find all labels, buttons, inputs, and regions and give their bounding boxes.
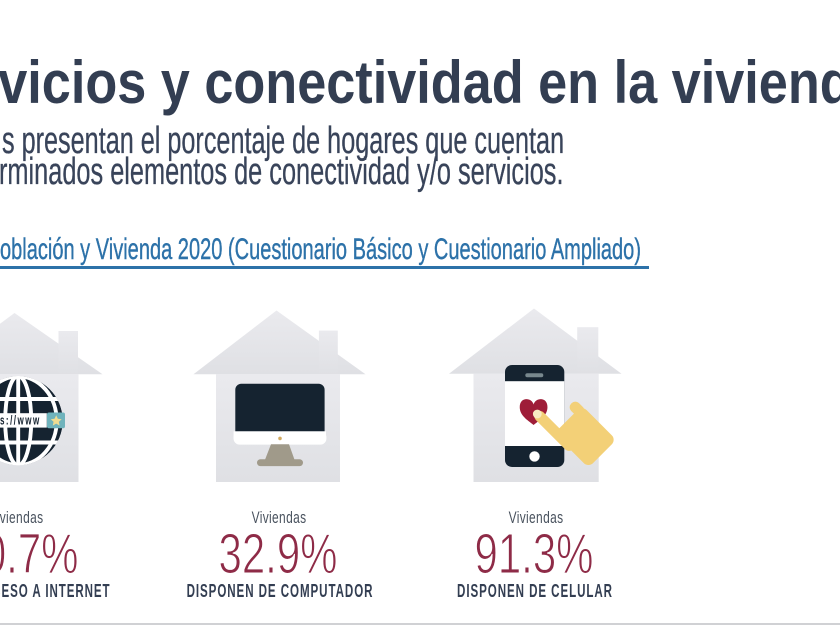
svg-text:https://www: https://www xyxy=(0,414,41,428)
